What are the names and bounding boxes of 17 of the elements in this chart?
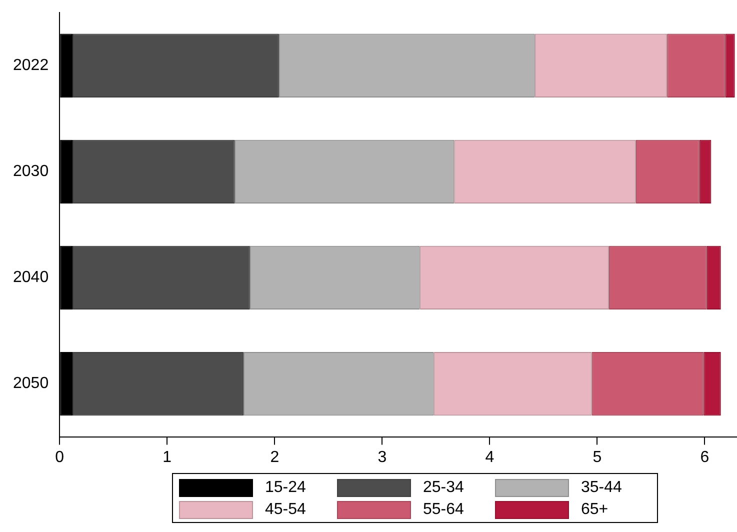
- y-tick-label: 2050: [13, 375, 49, 392]
- x-tick-label: 5: [592, 448, 602, 466]
- x-tick-label: 0: [55, 448, 64, 466]
- legend-label: 55-64: [423, 501, 464, 519]
- legend-label: 35-44: [581, 479, 622, 497]
- legend-label: 25-34: [423, 479, 464, 497]
- legend-label: 15-24: [265, 479, 306, 497]
- y-tick-label: 2030: [13, 163, 49, 180]
- x-tick-label: 3: [378, 448, 387, 466]
- legend-label: 45-54: [265, 501, 306, 519]
- y-tick-label: 2022: [13, 57, 49, 74]
- x-tick-label: 2: [270, 448, 280, 466]
- x-tick-label: 1: [162, 448, 172, 466]
- y-tick-label: 2040: [13, 269, 49, 286]
- legend-label: 65+: [581, 501, 608, 519]
- x-tick-label: 4: [485, 448, 494, 466]
- x-tick-label: 6: [700, 448, 710, 466]
